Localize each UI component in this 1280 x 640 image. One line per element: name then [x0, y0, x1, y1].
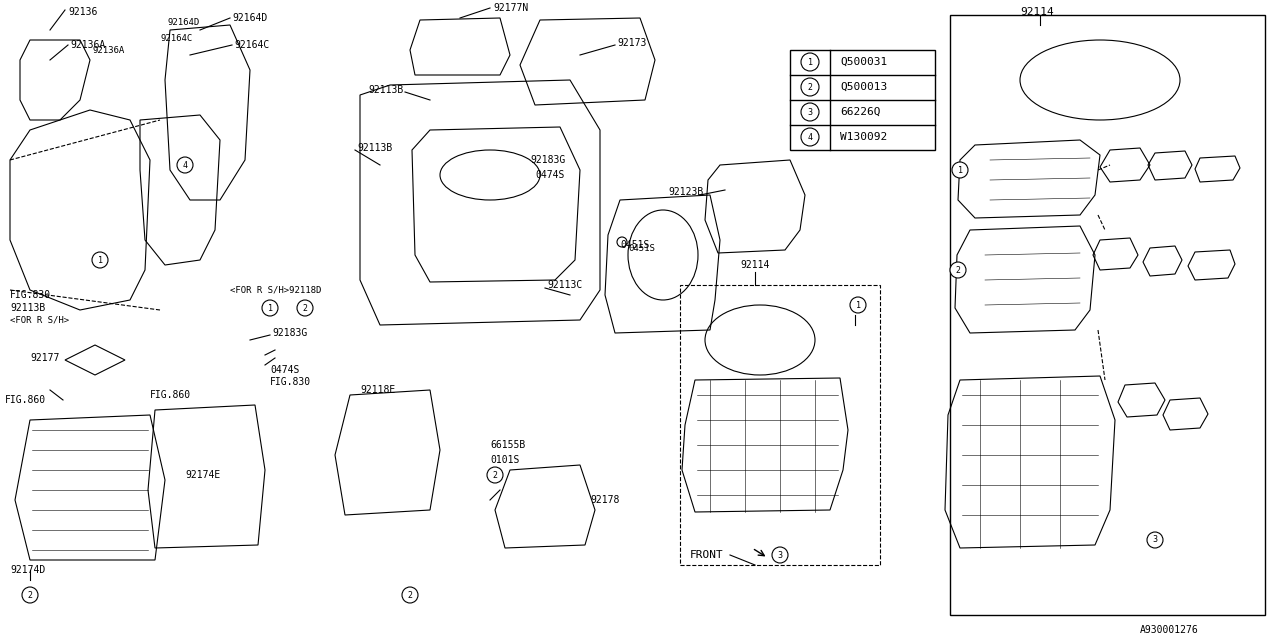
Text: 66226Q: 66226Q: [840, 107, 881, 117]
Text: 0101S: 0101S: [490, 455, 520, 465]
Text: 1: 1: [957, 166, 963, 175]
Text: 92114: 92114: [740, 260, 769, 270]
Text: 92113B: 92113B: [10, 303, 45, 313]
Text: 92164C: 92164C: [160, 33, 192, 42]
Text: 66155B: 66155B: [490, 440, 525, 450]
Text: 92174E: 92174E: [186, 470, 220, 480]
Text: 2: 2: [27, 591, 32, 600]
Text: 1: 1: [97, 255, 102, 264]
Text: 92178: 92178: [590, 495, 620, 505]
Text: <FOR R S/H>: <FOR R S/H>: [10, 316, 69, 324]
Circle shape: [850, 297, 867, 313]
Text: 92173: 92173: [617, 38, 646, 48]
Circle shape: [801, 78, 819, 96]
Circle shape: [92, 252, 108, 268]
Text: 92123B: 92123B: [668, 187, 703, 197]
Text: 1: 1: [855, 301, 860, 310]
Text: 92113B: 92113B: [369, 85, 403, 95]
Circle shape: [801, 128, 819, 146]
Circle shape: [262, 300, 278, 316]
Text: 92177: 92177: [29, 353, 59, 363]
Text: 92183G: 92183G: [273, 328, 307, 338]
Bar: [790, 50, 934, 150]
Text: 92183G: 92183G: [530, 155, 566, 165]
Text: 2: 2: [407, 591, 412, 600]
Text: 0451S: 0451S: [620, 240, 649, 250]
Text: 92164D: 92164D: [166, 17, 200, 26]
Text: 2: 2: [955, 266, 960, 275]
Circle shape: [801, 53, 819, 71]
Text: 3: 3: [808, 108, 813, 116]
Text: 92113B: 92113B: [357, 143, 392, 153]
Text: 2: 2: [808, 83, 813, 92]
Circle shape: [952, 162, 968, 178]
Text: 92174D: 92174D: [10, 565, 45, 575]
Text: A930001276: A930001276: [1140, 625, 1199, 635]
Circle shape: [617, 237, 627, 247]
Text: 0474S: 0474S: [270, 365, 300, 375]
Text: 92136A: 92136A: [70, 40, 105, 50]
Circle shape: [297, 300, 314, 316]
Text: 0474S: 0474S: [535, 170, 564, 180]
Text: 92114: 92114: [1020, 7, 1053, 17]
Text: 0451S: 0451S: [628, 243, 655, 253]
Text: 92136: 92136: [68, 7, 97, 17]
Circle shape: [772, 547, 788, 563]
Text: FIG.860: FIG.860: [5, 395, 46, 405]
Text: 92164C: 92164C: [234, 40, 269, 50]
Text: W130092: W130092: [840, 132, 887, 142]
Text: 2: 2: [493, 470, 498, 479]
Text: Q500013: Q500013: [840, 82, 887, 92]
Bar: [680, 285, 881, 565]
Text: 3: 3: [777, 550, 782, 559]
Text: 2: 2: [302, 303, 307, 312]
Text: 4: 4: [808, 132, 813, 141]
Text: 1: 1: [808, 58, 813, 67]
Text: FRONT: FRONT: [690, 550, 723, 560]
Bar: [950, 15, 1265, 615]
Text: 92136A: 92136A: [92, 45, 124, 54]
Text: 92118E: 92118E: [360, 385, 396, 395]
Circle shape: [1147, 532, 1164, 548]
Text: FIG.860: FIG.860: [150, 390, 191, 400]
Circle shape: [22, 587, 38, 603]
Text: 92113C: 92113C: [547, 280, 582, 290]
Text: 92164D: 92164D: [232, 13, 268, 23]
Text: FIG.830: FIG.830: [10, 290, 51, 300]
Text: 1: 1: [268, 303, 273, 312]
Text: 3: 3: [1152, 536, 1157, 545]
Circle shape: [801, 103, 819, 121]
Circle shape: [402, 587, 419, 603]
Circle shape: [177, 157, 193, 173]
Text: 4: 4: [183, 161, 187, 170]
Circle shape: [950, 262, 966, 278]
Text: Q500031: Q500031: [840, 57, 887, 67]
Text: <FOR R S/H>92118D: <FOR R S/H>92118D: [230, 285, 321, 294]
Circle shape: [486, 467, 503, 483]
Text: 92177N: 92177N: [493, 3, 529, 13]
Text: FIG.830: FIG.830: [270, 377, 311, 387]
